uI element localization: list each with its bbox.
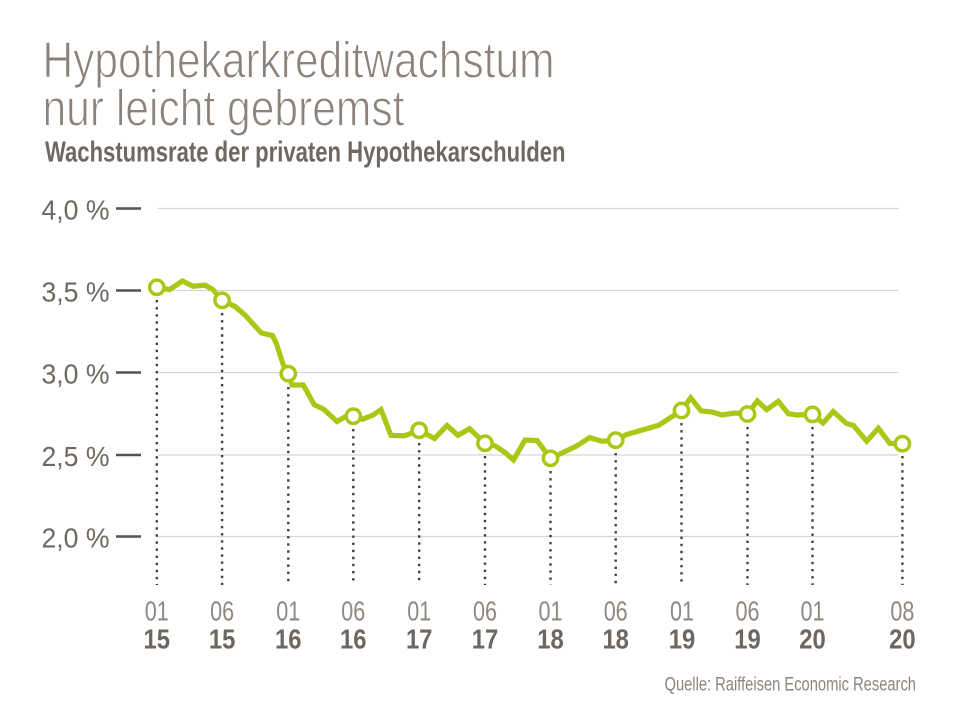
svg-text:4,0 %: 4,0 % bbox=[42, 194, 110, 225]
svg-text:15: 15 bbox=[209, 624, 236, 655]
svg-text:06: 06 bbox=[210, 596, 234, 627]
svg-text:18: 18 bbox=[602, 624, 629, 655]
svg-text:16: 16 bbox=[275, 624, 302, 655]
svg-text:17: 17 bbox=[472, 624, 499, 655]
svg-text:06: 06 bbox=[604, 596, 628, 627]
svg-text:2,0 %: 2,0 % bbox=[42, 522, 110, 553]
svg-text:06: 06 bbox=[473, 596, 497, 627]
svg-text:Quelle: Raiffeisen Economic Re: Quelle: Raiffeisen Economic Research bbox=[665, 674, 917, 695]
svg-text:01: 01 bbox=[801, 596, 825, 627]
svg-text:01: 01 bbox=[276, 596, 300, 627]
svg-text:19: 19 bbox=[734, 624, 761, 655]
svg-text:06: 06 bbox=[736, 596, 760, 627]
svg-text:Hypothekarkreditwachstum: Hypothekarkreditwachstum bbox=[43, 32, 555, 89]
svg-text:Wachstumsrate der privaten Hyp: Wachstumsrate der privaten Hypothekarsch… bbox=[45, 137, 566, 169]
svg-text:3,5 %: 3,5 % bbox=[42, 276, 110, 307]
svg-text:01: 01 bbox=[145, 596, 169, 627]
svg-text:06: 06 bbox=[341, 596, 365, 627]
svg-text:3,0 %: 3,0 % bbox=[42, 358, 110, 389]
svg-text:nur leicht gebremst: nur leicht gebremst bbox=[43, 80, 405, 137]
svg-text:01: 01 bbox=[539, 596, 563, 627]
svg-text:08: 08 bbox=[890, 596, 914, 627]
svg-text:20: 20 bbox=[799, 624, 826, 655]
svg-text:01: 01 bbox=[670, 596, 694, 627]
svg-text:20: 20 bbox=[889, 624, 916, 655]
svg-text:17: 17 bbox=[406, 624, 433, 655]
svg-text:2,5 %: 2,5 % bbox=[42, 441, 110, 472]
svg-text:18: 18 bbox=[537, 624, 564, 655]
svg-text:19: 19 bbox=[669, 624, 696, 655]
svg-text:15: 15 bbox=[144, 624, 171, 655]
svg-text:16: 16 bbox=[340, 624, 367, 655]
svg-text:01: 01 bbox=[407, 596, 431, 627]
